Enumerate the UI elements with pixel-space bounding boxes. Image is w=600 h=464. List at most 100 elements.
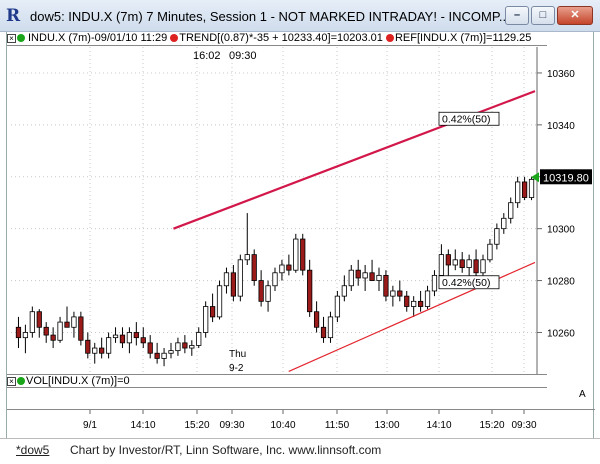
candle [209,306,216,318]
candle [438,254,445,276]
candle [43,326,49,336]
x-tick-label: 14:10 [426,420,451,431]
candle [404,295,410,307]
candle [313,311,320,328]
candle [327,316,334,339]
candle [320,326,327,339]
candle [203,306,209,333]
volume-legend-bar: × VOL[INDU.X (7m)]=0 [7,374,547,388]
candle [133,332,139,339]
price-chart[interactable]: 102601028010300103201034010360 16:02 09:… [7,47,595,374]
candle [459,259,465,268]
upper-channel-label-box [438,111,500,126]
candle [417,300,424,307]
symbol-green-dot-icon [17,34,25,42]
candle [71,316,77,328]
candle [341,285,347,297]
candle [216,285,223,318]
candle [258,280,264,302]
candle [473,259,479,274]
candle [293,238,299,271]
candle [508,202,514,219]
maximize-button[interactable]: □ [531,6,555,25]
candle [22,332,29,339]
minimize-button[interactable]: – [505,6,529,25]
candle [140,337,146,344]
x-tick-label: 15:20 [479,420,504,431]
ref-legend[interactable]: REF[INDU.X (7m)]=1129.25 [394,32,532,44]
candle [521,181,528,198]
candle [445,254,451,266]
candle [196,332,202,346]
candle [480,259,486,274]
last-price-box [540,169,592,185]
candle [64,321,70,328]
candle [175,342,181,352]
candle [300,238,306,271]
lower-channel-label-box [438,275,500,290]
close-pane-icon[interactable]: × [7,34,16,43]
candle [515,181,521,204]
ref-red-dot-icon [385,34,394,42]
time-axis[interactable]: 9/1 14:10 15:20 09:30 10:40 11:50 13:00 14:10 15… [7,409,595,438]
candle [78,316,84,341]
trend-red-dot-icon [170,34,179,42]
y-tick-label: 10340 [547,121,575,132]
x-tick-label: 9/1 [83,420,97,431]
credits-text: Chart by Investor/RT, Linn Software, Inc… [70,443,382,457]
x-tick-label: 09:30 [219,420,244,431]
candle [272,272,278,287]
x-tick-label: 11:50 [325,420,350,431]
candle [92,347,98,354]
investor-rt-logo-icon: R [6,6,21,26]
chart-tab-dow5[interactable]: *dow5 [16,443,50,457]
candle [237,259,243,297]
lower-channel-label: 0.42%(50) [442,277,490,289]
close-button[interactable]: ✕ [557,6,593,25]
candle [466,259,472,268]
candle [348,269,354,287]
candle [390,290,396,297]
candle [376,274,382,281]
day-marker-top: Thu [229,349,246,360]
candle [168,350,174,354]
candle [528,178,535,198]
candle [50,334,56,341]
y-tick-label: 10300 [547,225,575,236]
last-price-label: 10319.80 [543,172,589,184]
window-title: dow5: INDU.X (7m) 7 Minutes, Session 1 -… [30,9,510,24]
close-vol-pane-icon[interactable]: × [7,377,16,386]
candle [29,311,35,333]
scale-a-button[interactable]: A [579,389,586,400]
x-tick-label: 14:10 [130,420,155,431]
symbol-legend[interactable]: INDU.X (7m)-09/01/10 11:29 [28,32,168,44]
maximize-icon: □ [539,9,547,21]
candle [126,332,133,344]
candle [85,339,91,354]
candle [424,290,431,307]
vol-legend[interactable]: VOL[INDU.X (7m)]=0 [26,375,130,387]
candle [182,342,188,349]
candle [286,264,292,271]
candle [161,352,167,359]
candle [147,342,153,354]
candle [279,264,285,274]
close-icon: ✕ [570,9,580,21]
candle [244,254,250,261]
candle [501,217,507,230]
candle [189,345,195,349]
candle [369,272,375,281]
candle [355,269,361,279]
candle [487,243,493,261]
last-price-arrow-icon [531,172,539,183]
session-time-label: 16:02 [193,50,221,62]
x-tick-label: 09:30 [511,420,536,431]
trend-legend[interactable]: TREND[(0.87)*-35 + 10233.40]=10203.01 [179,32,383,44]
candle [99,347,105,354]
candle [230,272,237,297]
y-tick-label: 10260 [547,328,575,339]
upper-channel-label: 0.42%(50) [442,113,490,125]
candle [119,334,126,344]
price-legend-bar: × INDU.X (7m)-09/01/10 11:29 TREND[(0.87)… [7,32,547,46]
time-axis-svg: 9/1 14:10 15:20 09:30 10:40 11:50 13:00 14:10 15… [83,410,537,431]
